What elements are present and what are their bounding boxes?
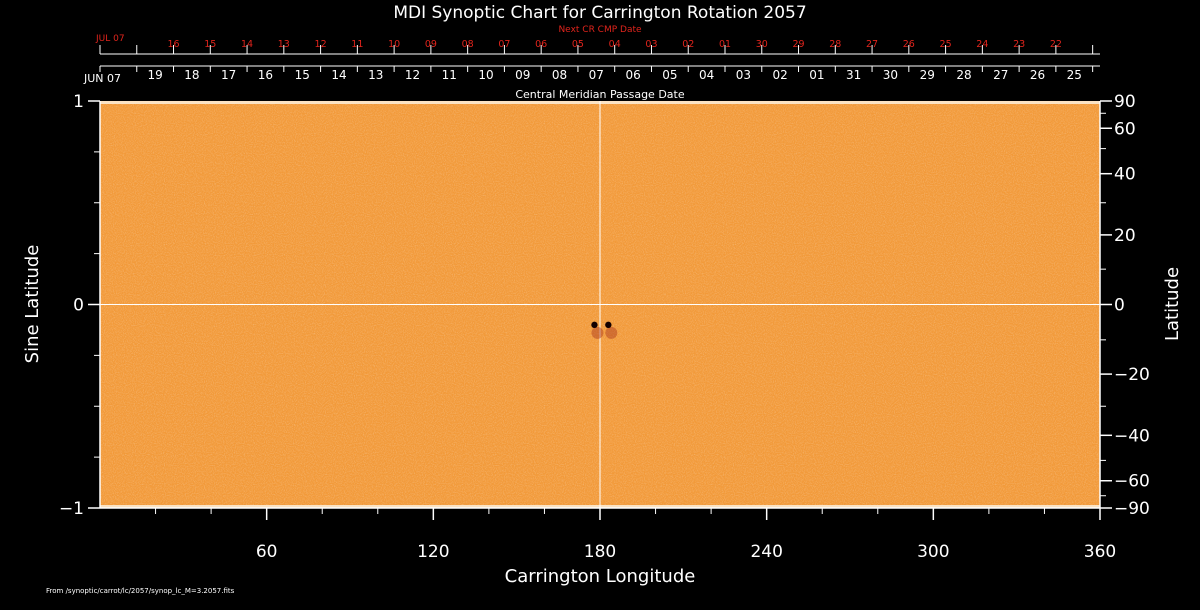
cmp-date-label: 18 <box>184 68 199 82</box>
next-cr-date-label: 27 <box>866 39 878 50</box>
cmp-date-label: 09 <box>515 68 530 82</box>
cmp-date-label: 13 <box>368 68 383 82</box>
cmp-date-label: 15 <box>295 68 310 82</box>
sunspot-halo <box>591 326 604 339</box>
next-cr-date-label: 29 <box>792 39 804 50</box>
bottom-tick-label: 180 <box>584 542 616 562</box>
next-cr-date-label: 22 <box>1050 39 1062 50</box>
cmp-date-label: 19 <box>148 68 163 82</box>
next-cr-date-label: 05 <box>572 39 584 50</box>
left-tick-label: 1 <box>73 92 84 112</box>
cmp-date-label: 05 <box>662 68 677 82</box>
chart-title: MDI Synoptic Chart for Carrington Rotati… <box>393 3 806 23</box>
left-tick-label: 0 <box>73 296 84 316</box>
cmp-date-label: 17 <box>221 68 236 82</box>
right-tick-label: 90 <box>1114 92 1136 112</box>
cmp-date-label: 12 <box>405 68 420 82</box>
bottom-tick-label: 240 <box>750 542 782 562</box>
next-cr-date-label: 11 <box>351 39 363 50</box>
source-footer: From /synoptic/carrot/lc/2057/synop_lc_M… <box>46 587 235 595</box>
right-tick-label: 20 <box>1114 226 1136 246</box>
cmp-date-label: 29 <box>920 68 935 82</box>
next-cr-date-label: 03 <box>645 39 657 50</box>
next-cr-date-label: 23 <box>1013 39 1025 50</box>
cmp-date-label: 07 <box>589 68 604 82</box>
next-cr-date-label: 04 <box>609 39 621 50</box>
cmp-date-label: 10 <box>478 68 493 82</box>
sunspot <box>591 321 598 329</box>
cmp-date-label: 14 <box>331 68 346 82</box>
next-cr-date-label: 16 <box>167 39 179 50</box>
sunspot-halo <box>605 326 618 339</box>
cmp-date-label: 16 <box>258 68 273 82</box>
sine-latitude-axis: 1 0 −1 <box>59 92 101 519</box>
next-cr-month-label: JUL 07 <box>95 34 125 44</box>
next-cr-date-label: 30 <box>756 39 768 50</box>
cmp-date-label: 03 <box>736 68 751 82</box>
next-cr-date-label: 25 <box>940 39 952 50</box>
cmp-date-axes: 19 18 17 16 15 14 13 12 11 10 09 08 07 06 05 04 03 02 01 31… <box>99 39 1100 82</box>
next-cr-date-label: 07 <box>498 39 510 50</box>
right-tick-label: 0 <box>1114 296 1125 316</box>
bottom-tick-label: 120 <box>417 542 449 562</box>
sunspot <box>605 321 612 329</box>
y-axis-label-left: Sine Latitude <box>22 245 43 364</box>
next-cr-date-label: 28 <box>829 39 841 50</box>
next-cr-date-label: 12 <box>315 39 327 50</box>
next-cr-date-label: 01 <box>719 39 731 50</box>
next-cr-date-label: 15 <box>204 39 216 50</box>
cmp-date-label: 26 <box>1030 68 1045 82</box>
cmp-date-label: 28 <box>956 68 971 82</box>
next-cr-date-label: 02 <box>682 39 694 50</box>
cmp-date-label: 25 <box>1067 68 1082 82</box>
cmp-date-label: 31 <box>846 68 861 82</box>
cmp-date-label: 06 <box>625 68 640 82</box>
right-tick-label: −20 <box>1114 365 1150 385</box>
cmp-month-label: JUN 07 <box>83 72 121 85</box>
right-tick-label: 60 <box>1114 119 1136 139</box>
plot-area <box>100 101 1100 508</box>
left-tick-label: −1 <box>59 499 84 519</box>
next-cr-date-label: 06 <box>535 39 547 50</box>
cmp-date-label: 11 <box>442 68 457 82</box>
cmp-date-label: 08 <box>552 68 567 82</box>
cmp-date-label: 01 <box>809 68 824 82</box>
cmp-date-label: 04 <box>699 68 714 82</box>
next-cr-date-label: 14 <box>241 39 253 50</box>
latitude-axis: 90 60 40 20 0 −20 −40 −60 −90 <box>1099 92 1150 519</box>
cmp-date-label: 02 <box>773 68 788 82</box>
right-tick-label: −90 <box>1114 499 1150 519</box>
next-cr-date-label: 24 <box>976 39 988 50</box>
x-axis-label: Carrington Longitude <box>505 566 696 587</box>
cmp-date-label: 27 <box>993 68 1008 82</box>
bottom-tick-label: 360 <box>1084 542 1116 562</box>
next-cr-date-label: 08 <box>462 39 474 50</box>
next-cr-date-label: 26 <box>903 39 915 50</box>
y-axis-label-right: Latitude <box>1162 267 1183 341</box>
bottom-tick-label: 60 <box>256 542 278 562</box>
next-cr-date-label: 13 <box>278 39 290 50</box>
cmp-date-label: 30 <box>883 68 898 82</box>
longitude-axis: 60 120 180 240 300 360 <box>100 507 1116 562</box>
next-cr-label: Next CR CMP Date <box>558 25 642 35</box>
bottom-tick-label: 300 <box>917 542 949 562</box>
next-cr-date-label: 09 <box>425 39 437 50</box>
right-tick-label: 40 <box>1114 165 1136 185</box>
right-tick-label: −60 <box>1114 472 1150 492</box>
right-tick-label: −40 <box>1114 426 1150 446</box>
cmp-axis-label: Central Meridian Passage Date <box>515 88 684 101</box>
next-cr-date-label: 10 <box>388 39 400 50</box>
